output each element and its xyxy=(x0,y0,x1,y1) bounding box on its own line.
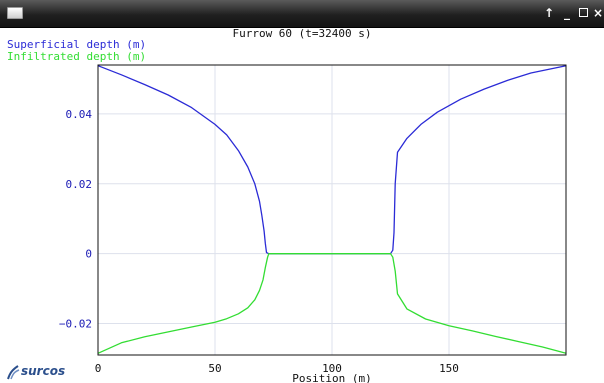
window-menu-icon[interactable] xyxy=(7,7,23,19)
legend-superficial-depth: Superficial depth (m) xyxy=(7,38,147,51)
maximize-button[interactable] xyxy=(576,5,590,21)
series-lines xyxy=(97,65,567,354)
x-tick-label: 0 xyxy=(95,362,102,375)
legend-infiltrated-depth: Infiltrated depth (m) xyxy=(7,50,147,63)
grid-lines xyxy=(97,65,566,355)
infiltrated-depth-line xyxy=(97,253,567,354)
chart-title: Furrow 60 (t=32400 s) xyxy=(232,27,372,40)
superficial-depth-line xyxy=(97,65,567,255)
surcos-logo: surcos xyxy=(6,363,76,381)
y-tick-label: −0.02 xyxy=(59,318,92,331)
x-tick-label: 150 xyxy=(439,362,459,375)
y-tick-label: 0.02 xyxy=(66,178,93,191)
y-tick-label: 0.04 xyxy=(66,108,93,121)
maximize-icon xyxy=(578,8,588,17)
raise-button[interactable]: ↑ xyxy=(543,6,555,20)
minimize-button[interactable]: _ xyxy=(564,6,570,20)
tick-labels: 0 50 100 150 0.04 0.02 0 −0.02 xyxy=(59,108,459,375)
x-tick-label: 100 xyxy=(322,362,342,375)
logo-text: surcos xyxy=(21,364,66,378)
plot-frame xyxy=(97,64,567,356)
wave-logo-icon xyxy=(7,365,20,380)
close-button[interactable]: × xyxy=(592,6,604,20)
title-bar[interactable]: ↑ _ × xyxy=(0,0,604,28)
x-axis-label: Position (m) xyxy=(292,372,371,383)
y-tick-label: 0 xyxy=(85,248,92,261)
x-tick-label: 50 xyxy=(208,362,221,375)
